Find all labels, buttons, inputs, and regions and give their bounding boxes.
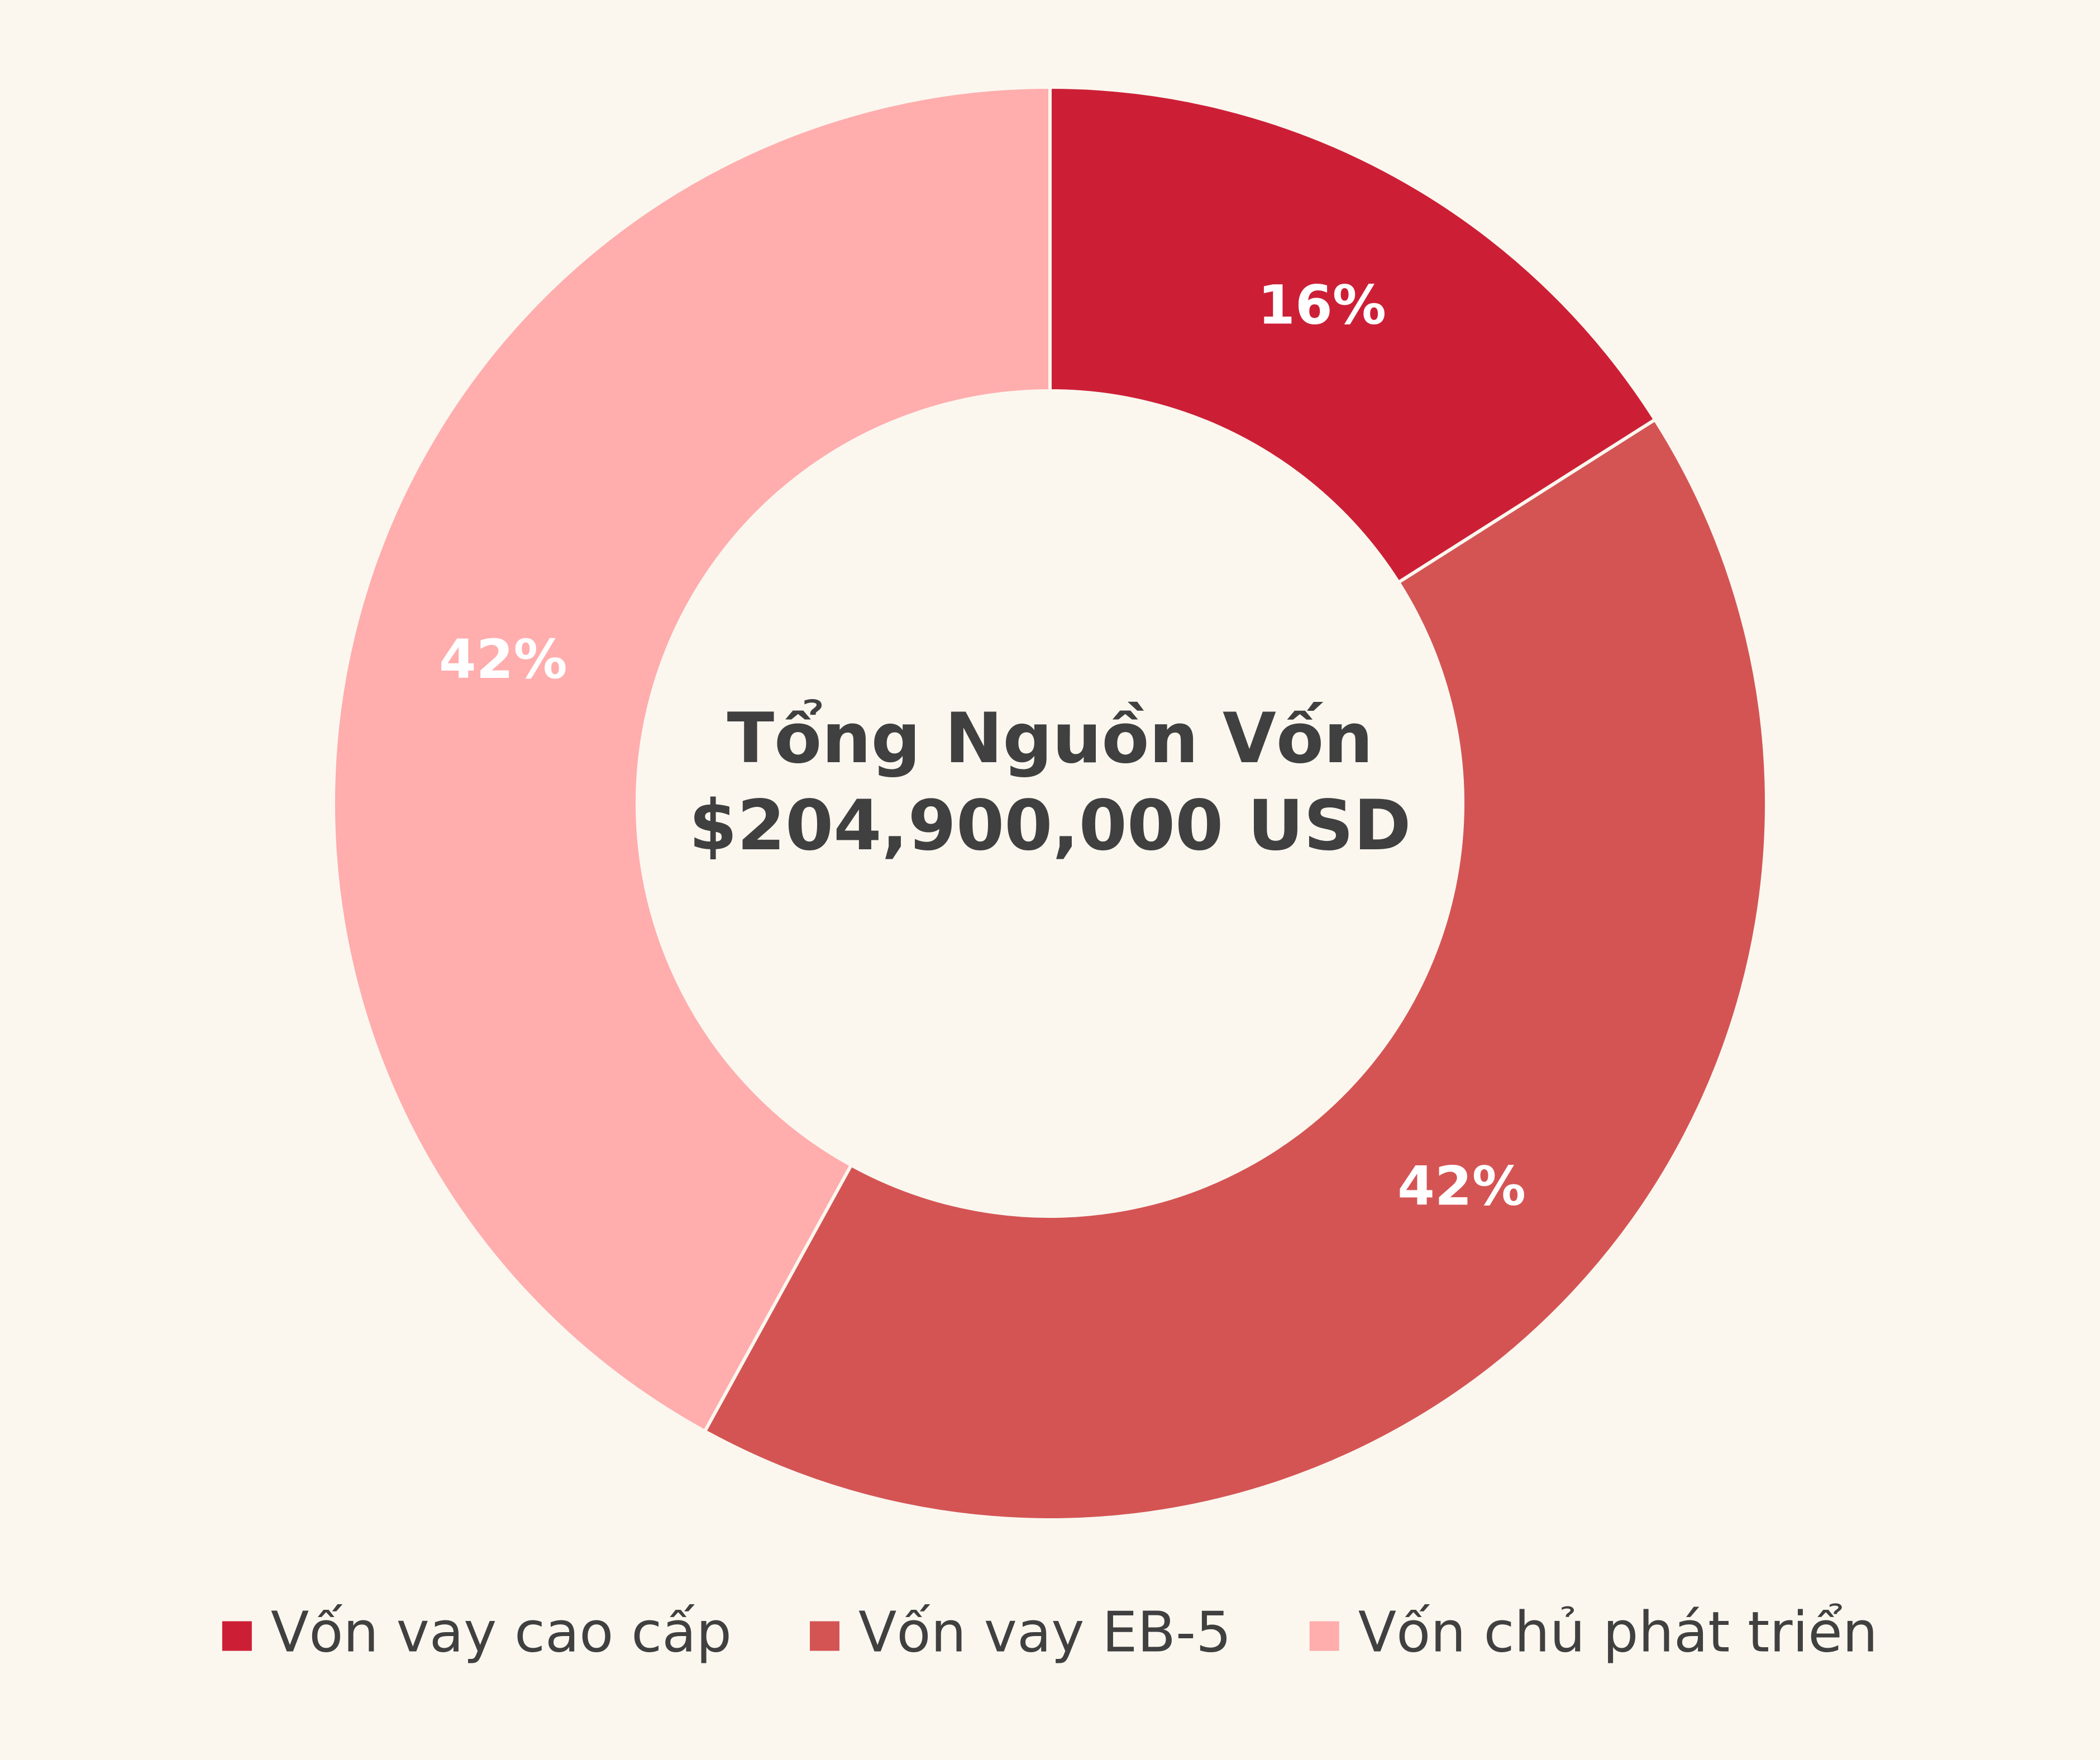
legend-swatch <box>810 1621 840 1651</box>
center-subtitle: $204,900,000 USD <box>689 786 1411 866</box>
slice <box>702 417 1768 1522</box>
legend-label: Vốn vay EB-5 <box>858 1599 1232 1665</box>
value-label: 42% <box>439 628 567 691</box>
legend-label: Vốn vay cao cấp <box>271 1599 732 1665</box>
legend-swatch <box>1309 1621 1339 1651</box>
slice <box>1048 85 1658 585</box>
slices: 16% 42% 42% <box>332 85 1768 1522</box>
slice <box>332 85 1052 1434</box>
center-title: Tổng Nguồn Vốn <box>727 699 1373 779</box>
value-label: 42% <box>1397 1155 1526 1217</box>
value-label: 16% <box>1258 274 1386 336</box>
legend-label: Vốn chủ phát triển <box>1358 1599 1878 1665</box>
legend-swatch <box>222 1621 252 1651</box>
legend: Vốn vay cao cấp Vốn vay EB-5 Vốn chủ phát … <box>222 1599 1878 1665</box>
